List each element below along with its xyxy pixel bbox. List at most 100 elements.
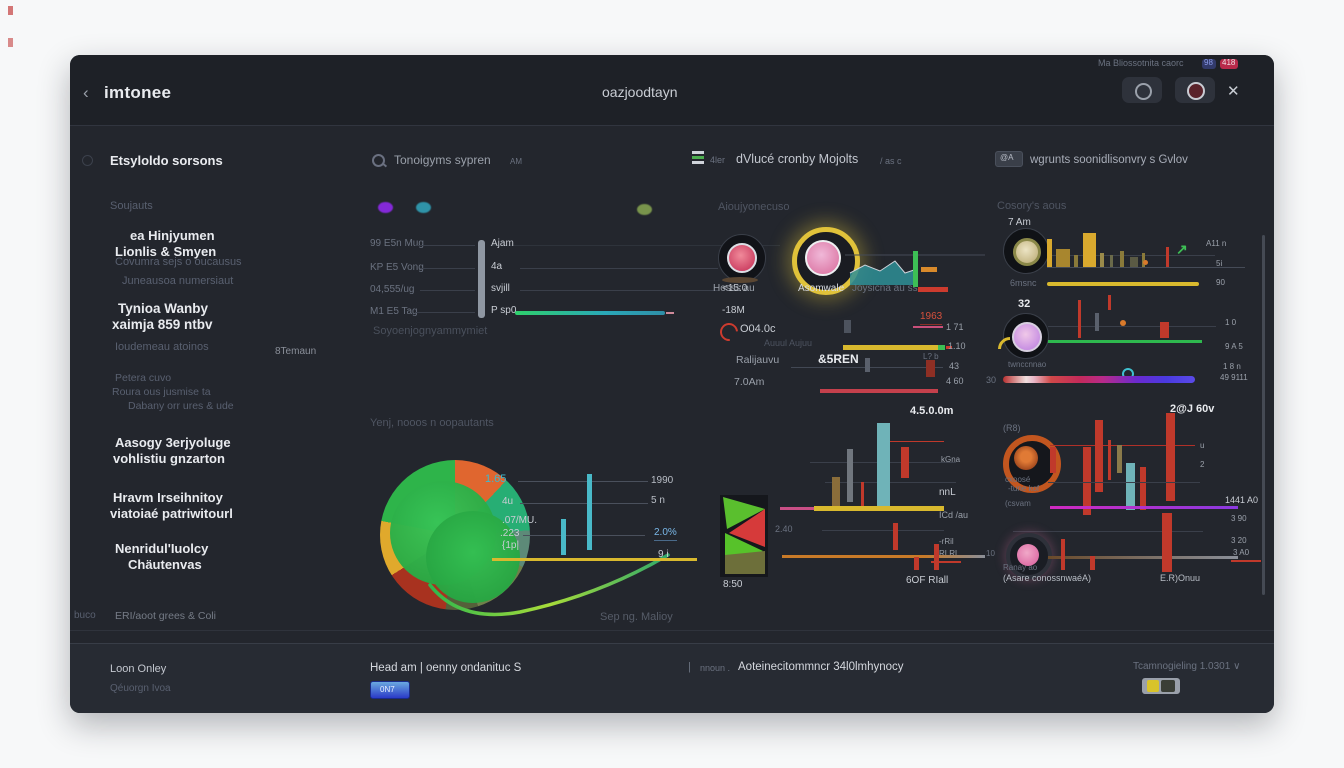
- bar-mid: [692, 156, 704, 159]
- cyan-bar: [561, 519, 566, 555]
- tab-markets-prefix: 4ler: [710, 155, 726, 165]
- red-candle-tall: [1162, 513, 1172, 572]
- watch-r4-v6: 3 A0: [1233, 548, 1250, 557]
- footer-blue-badge[interactable]: 0N7: [370, 681, 410, 699]
- sidebar-item-4-line3: Dabany orr ures & ude: [128, 400, 234, 412]
- red-spike: [1108, 295, 1111, 310]
- pie-highlight-blob: [426, 511, 520, 603]
- watch-r4-v3: 1441 A0: [1225, 495, 1259, 505]
- positions-rowB-dim: Auuul Aujuu: [764, 338, 813, 348]
- sidebar-item-4-line2: Roura ous jusmise ta: [112, 386, 211, 398]
- watch-r1-v1: A11 n: [1206, 239, 1227, 248]
- avatar-orange[interactable]: [1003, 435, 1061, 493]
- candle-red: [893, 523, 898, 550]
- gridline: [420, 290, 475, 291]
- red-underline: [1231, 560, 1261, 562]
- gauge-row-1-label: KP E5 Vong: [370, 262, 424, 273]
- back-chevron-icon[interactable]: ‹: [83, 83, 89, 102]
- positions-rowA-label[interactable]: O04.0c: [740, 323, 776, 335]
- red-underline: [931, 561, 961, 563]
- positions-rowD-label[interactable]: 7.0Am: [734, 376, 765, 388]
- pie-callout-1-value: 1990: [651, 475, 674, 486]
- bar-top: [692, 151, 704, 154]
- avatar[interactable]: [1003, 228, 1049, 274]
- app-window: ‹ imtonee oazjoodtayn Ma Bliossotnita ca…: [70, 55, 1274, 713]
- watch-r4-top: (R8): [1003, 423, 1021, 433]
- watch-r4-v5: 3 20: [1231, 536, 1247, 545]
- footer-toggle-dark-part: [1161, 680, 1175, 692]
- legend-dot-teal: [416, 202, 431, 213]
- watch-r3-dim: twnccnnao: [1008, 360, 1047, 369]
- window-header: ‹ imtonee oazjoodtayn Ma Bliossotnita ca…: [70, 55, 1274, 126]
- avatar[interactable]: [718, 234, 766, 282]
- red-candle: [1061, 539, 1065, 570]
- close-icon[interactable]: ✕: [1227, 83, 1240, 100]
- avatar-pink[interactable]: [1006, 533, 1052, 579]
- red-tick: [1166, 247, 1169, 267]
- footer-left-title[interactable]: Loon Onley: [110, 663, 167, 675]
- candle-teal: [877, 423, 890, 510]
- sidebar-item-2-line1: Tynioa Wanby: [118, 301, 209, 316]
- positions-rowB-sub: L? b: [923, 352, 939, 361]
- meta-badge-red-label: 418: [1222, 58, 1236, 67]
- header-button-2[interactable]: [1175, 77, 1215, 103]
- footer-toggle-yellow-icon: [1147, 680, 1159, 692]
- sidebar-footer-right[interactable]: ERI/aoot grees & Coli: [115, 610, 216, 622]
- avatar-glow[interactable]: [792, 227, 860, 295]
- sidebar-item-0-line1: ea Hinjyumen: [130, 228, 215, 243]
- scrollbar[interactable]: [1262, 235, 1265, 595]
- pie-callout-curve: [428, 553, 670, 617]
- olive-candle: [1120, 251, 1124, 267]
- red-candle: [1050, 447, 1056, 473]
- tab-markets[interactable]: dVlucé cronby Mojolts: [736, 152, 859, 166]
- sidebar-item-3-tag: 8Temaun: [275, 346, 317, 357]
- footer-mid-label: Head am | oenny ondanituc S: [370, 662, 522, 674]
- gauge-row-2-label: 04,555/ug: [370, 284, 415, 295]
- gridline: [520, 268, 718, 269]
- sidebar-section-label: Soujauts: [110, 200, 153, 212]
- pie-callout-4-sub: {1p|: [502, 540, 520, 551]
- positions-item1-label: Hosss au: [713, 283, 755, 294]
- candle-gray: [847, 449, 853, 502]
- watch-r1-label[interactable]: 6msnc: [1010, 278, 1037, 288]
- positions-rowC-label[interactable]: Ralijauvu: [736, 354, 780, 366]
- gradient-bar: [1003, 376, 1195, 383]
- gridline: [415, 312, 475, 313]
- positions-k3: ICd /au: [939, 510, 969, 520]
- screen-artifact: [8, 38, 13, 47]
- orange-long-bar: [782, 555, 985, 558]
- yellow-total-line: [492, 558, 697, 561]
- green-line: [1048, 340, 1202, 343]
- red-candle: [1095, 420, 1103, 492]
- positions-total: 4.5.0.0m: [910, 405, 954, 417]
- footer-toggle[interactable]: [1142, 678, 1180, 694]
- positions-rowA-value: 1 71: [946, 322, 964, 332]
- triangle-tile-icon[interactable]: [720, 495, 768, 577]
- yellow-thick-bar: [814, 506, 944, 511]
- tab-portfolio[interactable]: Etsyloldo sorsons: [110, 153, 223, 168]
- candle-olive: [832, 477, 840, 510]
- gauge-row-1-axis-value: 4a: [491, 261, 503, 272]
- pie-callout-4-value: 2.0%: [654, 527, 677, 541]
- positions-k4: -rRil: [939, 537, 954, 546]
- header-button-1[interactable]: [1122, 77, 1162, 103]
- olive-mark: [1117, 445, 1122, 473]
- tab-search[interactable]: Tonoigyms sypren: [394, 153, 491, 167]
- avatar-core: [727, 243, 757, 273]
- search-icon: [372, 154, 385, 167]
- footer-right-label[interactable]: Aoteinecitommncr 34l0lmhynocy: [738, 661, 904, 673]
- avatar-shadow: [722, 277, 758, 283]
- sidebar-item-3-line1: Ioudemeau atoinos: [115, 341, 209, 353]
- pink-line: [913, 326, 943, 328]
- cyan-bar: [587, 474, 592, 550]
- red-chip: [918, 287, 948, 292]
- app-brand[interactable]: imtonee: [104, 83, 172, 102]
- magenta-line: [1050, 506, 1238, 509]
- meta-badge-blue: [1202, 59, 1216, 69]
- footer-left-sub: Qéuorgn Ivoa: [110, 683, 171, 694]
- tab-accounts[interactable]: wgrunts soonidlisonvry s Gvlov: [1030, 154, 1188, 166]
- gridline: [1047, 267, 1245, 268]
- gridline: [420, 268, 475, 269]
- footer-bar: Loon Onley Qéuorgn Ivoa Head am | oenny …: [70, 643, 1274, 713]
- avatar[interactable]: [1003, 313, 1049, 359]
